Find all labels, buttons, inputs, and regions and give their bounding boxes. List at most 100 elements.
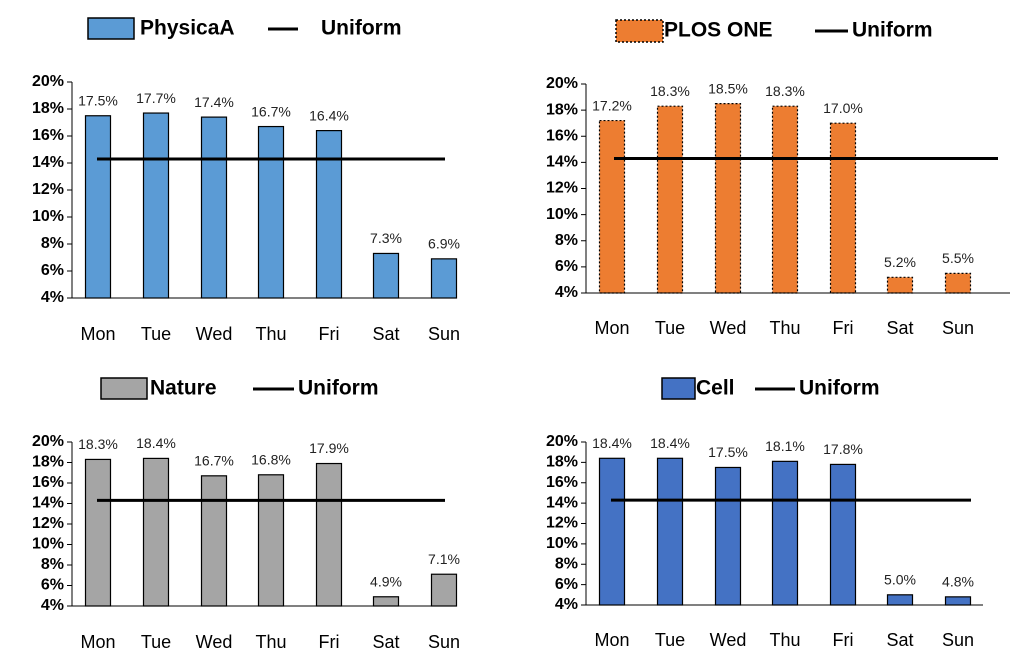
y-tick-label: 8%: [41, 556, 64, 573]
bar-mon: [598, 457, 626, 606]
x-tick-label-wed: Wed: [196, 632, 233, 652]
x-tick-label-thu: Thu: [769, 630, 800, 650]
bar-fri: [315, 462, 343, 607]
x-tick-label-thu: Thu: [255, 632, 286, 652]
bar-thu: [771, 460, 799, 606]
data-label-tue: 18.3%: [650, 83, 690, 99]
chart-physica-a: PhysicaA Uniform 4% 6% 8% 10% 12% 14% 16% 18% 20% 1…: [32, 17, 460, 344]
x-tick-label-thu: Thu: [255, 324, 286, 344]
data-label-thu: 16.8%: [251, 452, 291, 468]
y-tick-label: 20%: [32, 433, 64, 450]
data-label-sat: 7.3%: [370, 230, 402, 246]
y-tick-label: 4%: [41, 597, 64, 614]
x-tick-label-sun: Sun: [428, 324, 460, 344]
bar-fri: [315, 130, 343, 299]
legend-swatch-cell: [661, 377, 696, 400]
y-tick-label: 20%: [546, 433, 578, 450]
chart-plos-one: PLOS ONE Uniform 4% 6% 8% 10% 12% 14% 16% 18% 20% 1…: [546, 19, 1010, 338]
x-tick-label-fri: Fri: [319, 632, 340, 652]
bar-tue: [656, 105, 684, 294]
y-tick-label: 14%: [546, 494, 578, 511]
bar-sat: [372, 252, 400, 299]
y-tick-label: 12%: [32, 181, 64, 198]
x-tick-label-tue: Tue: [141, 632, 171, 652]
data-label-thu: 18.3%: [765, 83, 805, 99]
y-tick-label: 16%: [546, 474, 578, 491]
bar-tue: [142, 112, 170, 299]
data-label-thu: 16.7%: [251, 103, 291, 119]
bar-fri: [829, 463, 857, 606]
legend-swatch-plos-one: [615, 19, 664, 43]
x-tick-label-sat: Sat: [886, 630, 913, 650]
data-label-sat: 4.9%: [370, 573, 402, 589]
data-label-tue: 18.4%: [650, 435, 690, 451]
bar-sat: [372, 596, 400, 607]
bar-tue: [656, 457, 684, 606]
bar-mon: [84, 115, 112, 299]
legend-label-uniform: Uniform: [852, 19, 933, 42]
bar-sun: [944, 596, 972, 606]
bar-sat: [886, 594, 914, 606]
x-tick-label-mon: Mon: [594, 630, 629, 650]
x-tick-label-sun: Sun: [428, 632, 460, 652]
y-tick-label: 18%: [32, 454, 64, 471]
data-label-wed: 17.4%: [194, 94, 234, 110]
y-tick-label: 10%: [32, 208, 64, 225]
y-tick-label: 6%: [41, 577, 64, 594]
y-tick-label: 16%: [32, 127, 64, 144]
y-tick-label: 6%: [555, 576, 578, 593]
bar-thu: [257, 125, 285, 299]
y-tick-label: 4%: [555, 284, 578, 301]
legend-swatch-physicaa: [87, 17, 135, 40]
legend-label-uniform: Uniform: [298, 377, 379, 400]
bar-wed: [714, 466, 742, 606]
y-tick-label: 20%: [32, 73, 64, 90]
x-tick-label-sat: Sat: [372, 324, 399, 344]
y-tick-label: 18%: [546, 454, 578, 471]
bar-sun: [944, 272, 972, 294]
y-tick-label: 14%: [32, 495, 64, 512]
bar-fri: [829, 122, 857, 294]
data-label-fri: 16.4%: [309, 107, 349, 123]
x-tick-label-fri: Fri: [833, 318, 854, 338]
data-label-sun: 7.1%: [428, 551, 460, 567]
x-tick-label-sun: Sun: [942, 630, 974, 650]
y-tick-label: 16%: [546, 127, 578, 144]
y-tick-label: 8%: [555, 232, 578, 249]
bar-thu: [257, 474, 285, 607]
bar-wed: [200, 475, 228, 607]
y-tick-label: 6%: [555, 258, 578, 275]
data-label-tue: 17.7%: [136, 90, 176, 106]
data-label-wed: 18.5%: [708, 80, 748, 96]
bar-sun: [430, 573, 458, 607]
x-tick-label-wed: Wed: [710, 630, 747, 650]
data-label-fri: 17.8%: [823, 441, 863, 457]
y-tick-label: 20%: [546, 75, 578, 92]
x-tick-label-sun: Sun: [942, 318, 974, 338]
bar-tue: [142, 457, 170, 607]
x-tick-label-thu: Thu: [769, 318, 800, 338]
legend-swatch-nature: [100, 377, 148, 400]
data-label-mon: 17.2%: [592, 97, 632, 113]
y-tick-label: 16%: [32, 474, 64, 491]
y-tick-label: 12%: [546, 515, 578, 532]
y-tick-label: 12%: [546, 180, 578, 197]
data-label-sun: 4.8%: [942, 574, 974, 590]
x-tick-label-mon: Mon: [594, 318, 629, 338]
x-tick-label-tue: Tue: [141, 324, 171, 344]
y-tick-label: 18%: [546, 101, 578, 118]
x-tick-label-mon: Mon: [80, 324, 115, 344]
data-label-wed: 16.7%: [194, 453, 234, 469]
data-label-thu: 18.1%: [765, 438, 805, 454]
bar-sun: [430, 258, 458, 299]
bar-mon: [84, 458, 112, 607]
x-tick-label-sat: Sat: [886, 318, 913, 338]
legend-label-plos-one: PLOS ONE: [664, 19, 773, 42]
y-tick-label: 8%: [41, 235, 64, 252]
legend-label-cell: Cell: [696, 377, 735, 400]
data-label-fri: 17.9%: [309, 440, 349, 456]
x-tick-label-wed: Wed: [196, 324, 233, 344]
bar-wed: [714, 102, 742, 294]
y-tick-label: 12%: [32, 515, 64, 532]
